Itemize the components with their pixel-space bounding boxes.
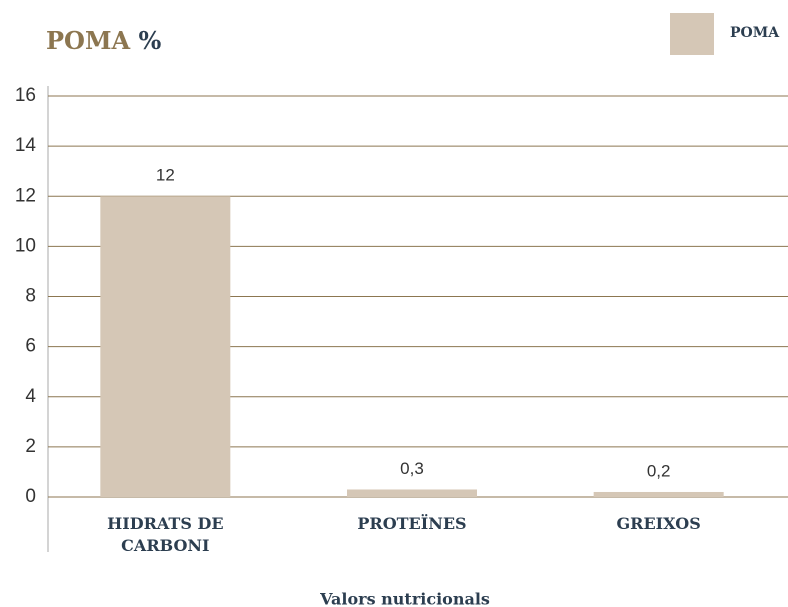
y-tick-label: 10 — [15, 235, 36, 256]
y-tick-label: 2 — [25, 436, 36, 457]
value-label: 12 — [156, 166, 175, 185]
y-tick-label: 6 — [25, 336, 36, 357]
title-name: POMA — [46, 26, 131, 55]
x-tick-label: GREIXOS — [616, 514, 701, 533]
value-label: 0,3 — [400, 459, 424, 478]
y-tick-label: 12 — [15, 185, 36, 206]
y-tick-label: 16 — [15, 85, 36, 106]
y-tick-label: 4 — [25, 386, 36, 407]
y-tick-label: 8 — [25, 286, 36, 307]
x-tick-label: HIDRATS DE CARBONI — [107, 514, 224, 555]
bar — [100, 196, 231, 497]
chart-title: POMA % — [46, 26, 162, 55]
title-unit: % — [139, 26, 162, 55]
x-tick-label: PROTEÏNES — [357, 514, 467, 533]
value-label: 0,2 — [647, 461, 671, 480]
legend-swatch — [670, 13, 714, 55]
y-tick-label: 0 — [25, 486, 36, 507]
bar — [347, 489, 477, 497]
bar — [593, 491, 724, 497]
x-axis-label: Valors nutricionals — [319, 590, 490, 607]
y-tick-label: 14 — [15, 135, 37, 156]
legend-label: POMA — [730, 25, 780, 41]
